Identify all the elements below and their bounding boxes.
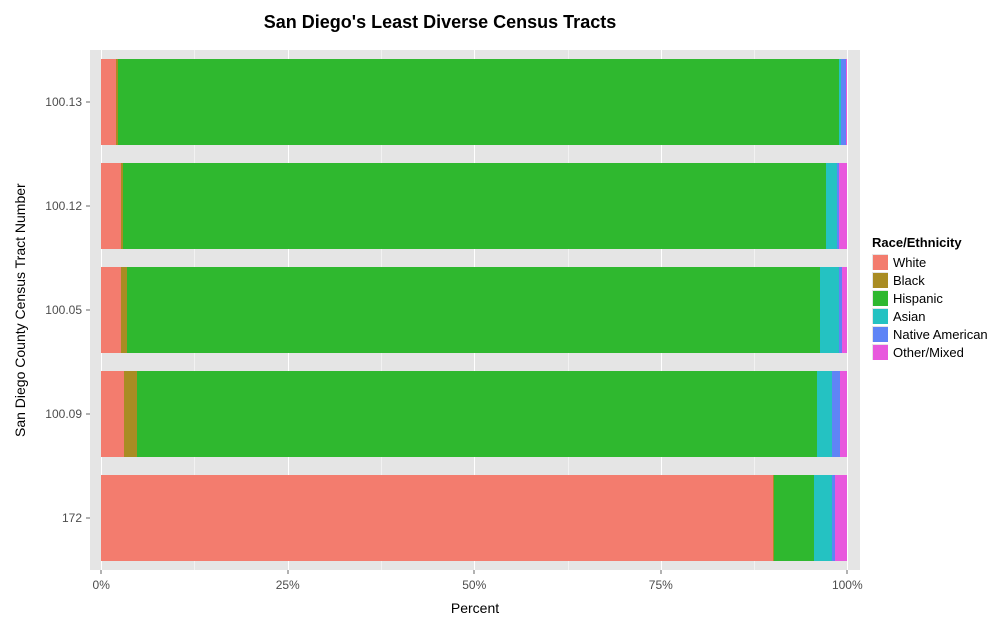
x-tick xyxy=(847,570,848,574)
y-tick xyxy=(86,102,90,103)
bar-segment-asian xyxy=(817,371,832,456)
x-tick xyxy=(101,570,102,574)
x-tick xyxy=(660,570,661,574)
y-tick-label: 172 xyxy=(62,511,82,525)
legend-label: Hispanic xyxy=(893,291,943,306)
legend-swatch xyxy=(873,273,888,288)
legend-key xyxy=(872,344,888,360)
legend-item: Black xyxy=(872,272,988,288)
gridline xyxy=(847,50,848,570)
bar-segment-other_mixed xyxy=(840,371,847,456)
legend-key xyxy=(872,254,888,270)
bar-segment-white xyxy=(101,475,772,560)
y-axis-title: San Diego County Census Tract Number xyxy=(12,50,28,570)
chart-container: San Diego's Least Diverse Census Tracts … xyxy=(0,0,1000,640)
bar-segment-white xyxy=(101,267,121,352)
bar-segment-hispanic xyxy=(127,267,819,352)
x-axis-title: Percent xyxy=(90,600,860,616)
plot-panel xyxy=(90,50,860,570)
x-tick-label: 75% xyxy=(649,578,673,592)
x-tick-label: 100% xyxy=(832,578,863,592)
bar-row xyxy=(101,475,847,560)
legend-swatch xyxy=(873,327,888,342)
legend-key xyxy=(872,290,888,306)
legend-key xyxy=(872,308,888,324)
bar-row xyxy=(101,371,847,456)
y-tick xyxy=(86,206,90,207)
bar-segment-other_mixed xyxy=(839,163,847,248)
legend: Race/Ethnicity White Black Hispanic Asian Na… xyxy=(872,235,988,362)
bar-segment-hispanic xyxy=(118,59,839,144)
legend-label: White xyxy=(893,255,926,270)
bar-segment-hispanic xyxy=(123,163,827,248)
legend-swatch xyxy=(873,255,888,270)
y-tick xyxy=(86,518,90,519)
x-tick xyxy=(287,570,288,574)
bar-segment-other_mixed xyxy=(835,475,848,560)
x-tick xyxy=(474,570,475,574)
legend-title: Race/Ethnicity xyxy=(872,235,988,250)
y-tick-label: 100.09 xyxy=(45,407,82,421)
bar-segment-white xyxy=(101,163,120,248)
legend-key xyxy=(872,272,888,288)
bar-row xyxy=(101,267,847,352)
legend-item: Asian xyxy=(872,308,988,324)
legend-swatch xyxy=(873,309,888,324)
x-tick-label: 0% xyxy=(93,578,110,592)
bar-segment-black xyxy=(124,371,137,456)
x-tick-label: 50% xyxy=(462,578,486,592)
bar-row xyxy=(101,163,847,248)
bar-segment-other_mixed xyxy=(842,267,847,352)
legend-item: Native American xyxy=(872,326,988,342)
y-tick xyxy=(86,414,90,415)
legend-label: Native American xyxy=(893,327,988,342)
legend-item: Other/Mixed xyxy=(872,344,988,360)
y-tick-label: 100.12 xyxy=(45,199,82,213)
bar-row xyxy=(101,59,847,144)
bar-segment-hispanic xyxy=(137,371,817,456)
legend-swatch xyxy=(873,291,888,306)
y-tick-label: 100.13 xyxy=(45,95,82,109)
legend-label: Other/Mixed xyxy=(893,345,964,360)
legend-swatch xyxy=(873,345,888,360)
legend-key xyxy=(872,326,888,342)
legend-item: White xyxy=(872,254,988,270)
y-tick-label: 100.05 xyxy=(45,303,82,317)
x-tick-label: 25% xyxy=(276,578,300,592)
legend-label: Asian xyxy=(893,309,926,324)
bar-segment-hispanic xyxy=(774,475,814,560)
bar-segment-other_mixed xyxy=(846,59,847,144)
bar-segment-white xyxy=(101,59,116,144)
chart-title: San Diego's Least Diverse Census Tracts xyxy=(0,12,880,33)
bar-segment-asian xyxy=(826,163,836,248)
bar-segment-native_american xyxy=(832,371,839,456)
bar-segment-asian xyxy=(820,267,839,352)
legend-label: Black xyxy=(893,273,925,288)
bar-segment-white xyxy=(101,371,123,456)
bar-segment-asian xyxy=(814,475,831,560)
legend-item: Hispanic xyxy=(872,290,988,306)
y-tick xyxy=(86,310,90,311)
